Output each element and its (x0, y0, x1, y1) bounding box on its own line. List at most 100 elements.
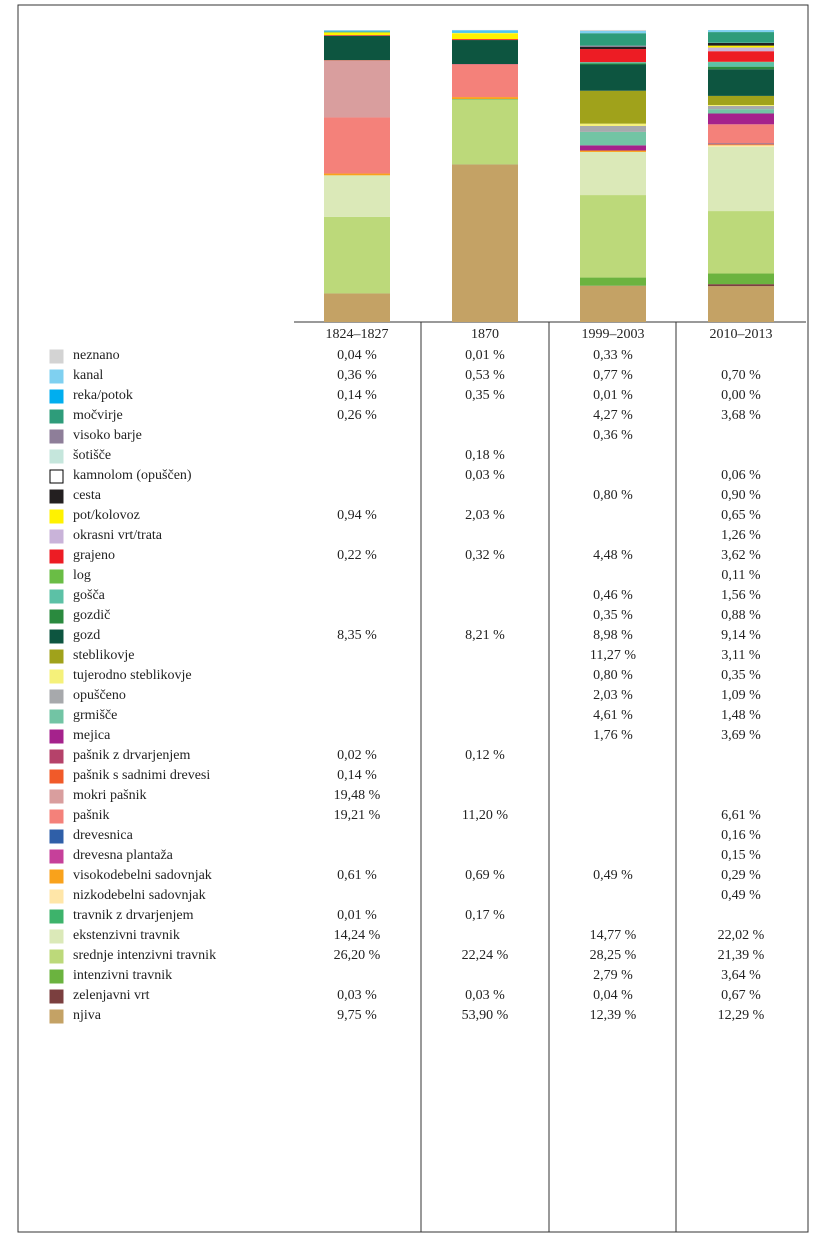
legend-label: šotišče (73, 448, 111, 463)
legend-label: kanal (73, 368, 103, 383)
value-label: 0,53 % (465, 368, 505, 383)
bar-segment (452, 31, 518, 33)
value-label: 0,33 % (593, 348, 633, 363)
bar-segment (452, 40, 518, 65)
legend-swatch (49, 569, 64, 584)
bar-segment (452, 164, 518, 322)
value-label: 0,36 % (593, 428, 633, 443)
legend-label: grajeno (73, 548, 115, 563)
value-label: 8,21 % (465, 628, 505, 643)
legend-swatch (49, 729, 64, 744)
legend-swatch (49, 609, 64, 624)
bar-segment (580, 64, 646, 91)
legend-label: steblikovje (73, 648, 134, 663)
bar-segment (708, 109, 774, 114)
legend-swatch (49, 949, 64, 964)
value-label: 3,68 % (721, 408, 761, 423)
legend-swatch (49, 629, 64, 644)
frame (17, 4, 809, 1233)
bar-segment (580, 131, 646, 146)
legend-label: neznano (73, 348, 120, 363)
bar-segment (580, 63, 646, 65)
legend-swatch (49, 989, 64, 1004)
value-label: 0,61 % (337, 868, 377, 883)
value-label: 0,88 % (721, 608, 761, 623)
legend-label: pašnik (73, 808, 110, 823)
value-label: 0,00 % (721, 388, 761, 403)
value-label: 0,18 % (465, 448, 505, 463)
value-label: 9,75 % (337, 1008, 377, 1023)
legend-swatch (49, 869, 64, 884)
column-header: 1870 (471, 327, 499, 342)
bar-segment (708, 211, 774, 274)
bar-segment (708, 113, 774, 125)
bar-segment (708, 145, 774, 147)
value-label: 22,02 % (718, 928, 765, 943)
legend-label: mokri pašnik (73, 788, 147, 803)
legend-label: drevesnica (73, 828, 134, 843)
value-label: 3,64 % (721, 968, 761, 983)
legend-swatch (49, 509, 64, 524)
bar-segment (580, 277, 646, 286)
bar-segment (324, 293, 390, 322)
value-label: 1,48 % (721, 708, 761, 723)
bar-segment (708, 284, 774, 287)
legend-swatch (49, 789, 64, 804)
value-label: 0,90 % (721, 488, 761, 503)
bar-segment (708, 42, 774, 46)
value-label: 9,14 % (721, 628, 761, 643)
value-label: 2,03 % (593, 688, 633, 703)
legend-swatch (49, 969, 64, 984)
bar-segment (708, 104, 774, 107)
bar-segment (324, 60, 390, 118)
value-label: 0,35 % (465, 388, 505, 403)
bar-segment (580, 285, 646, 322)
value-label: 3,62 % (721, 548, 761, 563)
bar-segment (580, 30, 646, 34)
bar-segment (580, 123, 646, 126)
value-label: 0,49 % (721, 888, 761, 903)
value-label: 1,76 % (593, 728, 633, 743)
legend-label: log (73, 568, 91, 583)
bar-segment (708, 286, 774, 322)
value-label: 0,04 % (593, 988, 633, 1003)
bar-segment (708, 45, 774, 48)
value-label: 1,26 % (721, 528, 761, 543)
value-label: 0,65 % (721, 508, 761, 523)
legend-swatch (49, 549, 64, 564)
legend-label: drevesna plantaža (73, 848, 174, 863)
legend-swatch (49, 489, 64, 504)
bar-segment (452, 97, 518, 100)
legend-swatch (49, 709, 64, 724)
value-label: 12,39 % (590, 1008, 637, 1023)
legend-label: pašnik z drvarjenjem (73, 748, 191, 763)
value-label: 0,03 % (465, 468, 505, 483)
legend-swatch (49, 469, 64, 484)
bar-segment (580, 125, 646, 132)
bar-segment (708, 32, 774, 43)
legend-label: tujerodno steblikovje (73, 668, 192, 683)
value-label: 22,24 % (462, 948, 509, 963)
value-label: 8,98 % (593, 628, 633, 643)
legend-label: grmišče (73, 708, 117, 723)
value-label: 4,48 % (593, 548, 633, 563)
value-label: 12,29 % (718, 1008, 765, 1023)
value-label: 19,21 % (334, 808, 381, 823)
value-label: 0,94 % (337, 508, 377, 523)
bar-segment (452, 32, 518, 34)
bar-segment (580, 45, 646, 47)
value-label: 0,35 % (593, 608, 633, 623)
value-label: 0,11 % (721, 568, 760, 583)
value-label: 1,09 % (721, 688, 761, 703)
legend-swatch (49, 749, 64, 764)
bar-segment (708, 106, 774, 110)
legend-label: opuščeno (73, 688, 126, 703)
bar-segment (324, 35, 390, 36)
bar-segment (324, 31, 390, 33)
legend-label: mejica (73, 728, 111, 743)
value-label: 0,02 % (337, 748, 377, 763)
value-label: 2,03 % (465, 508, 505, 523)
value-label: 0,22 % (337, 548, 377, 563)
value-label: 0,03 % (465, 988, 505, 1003)
